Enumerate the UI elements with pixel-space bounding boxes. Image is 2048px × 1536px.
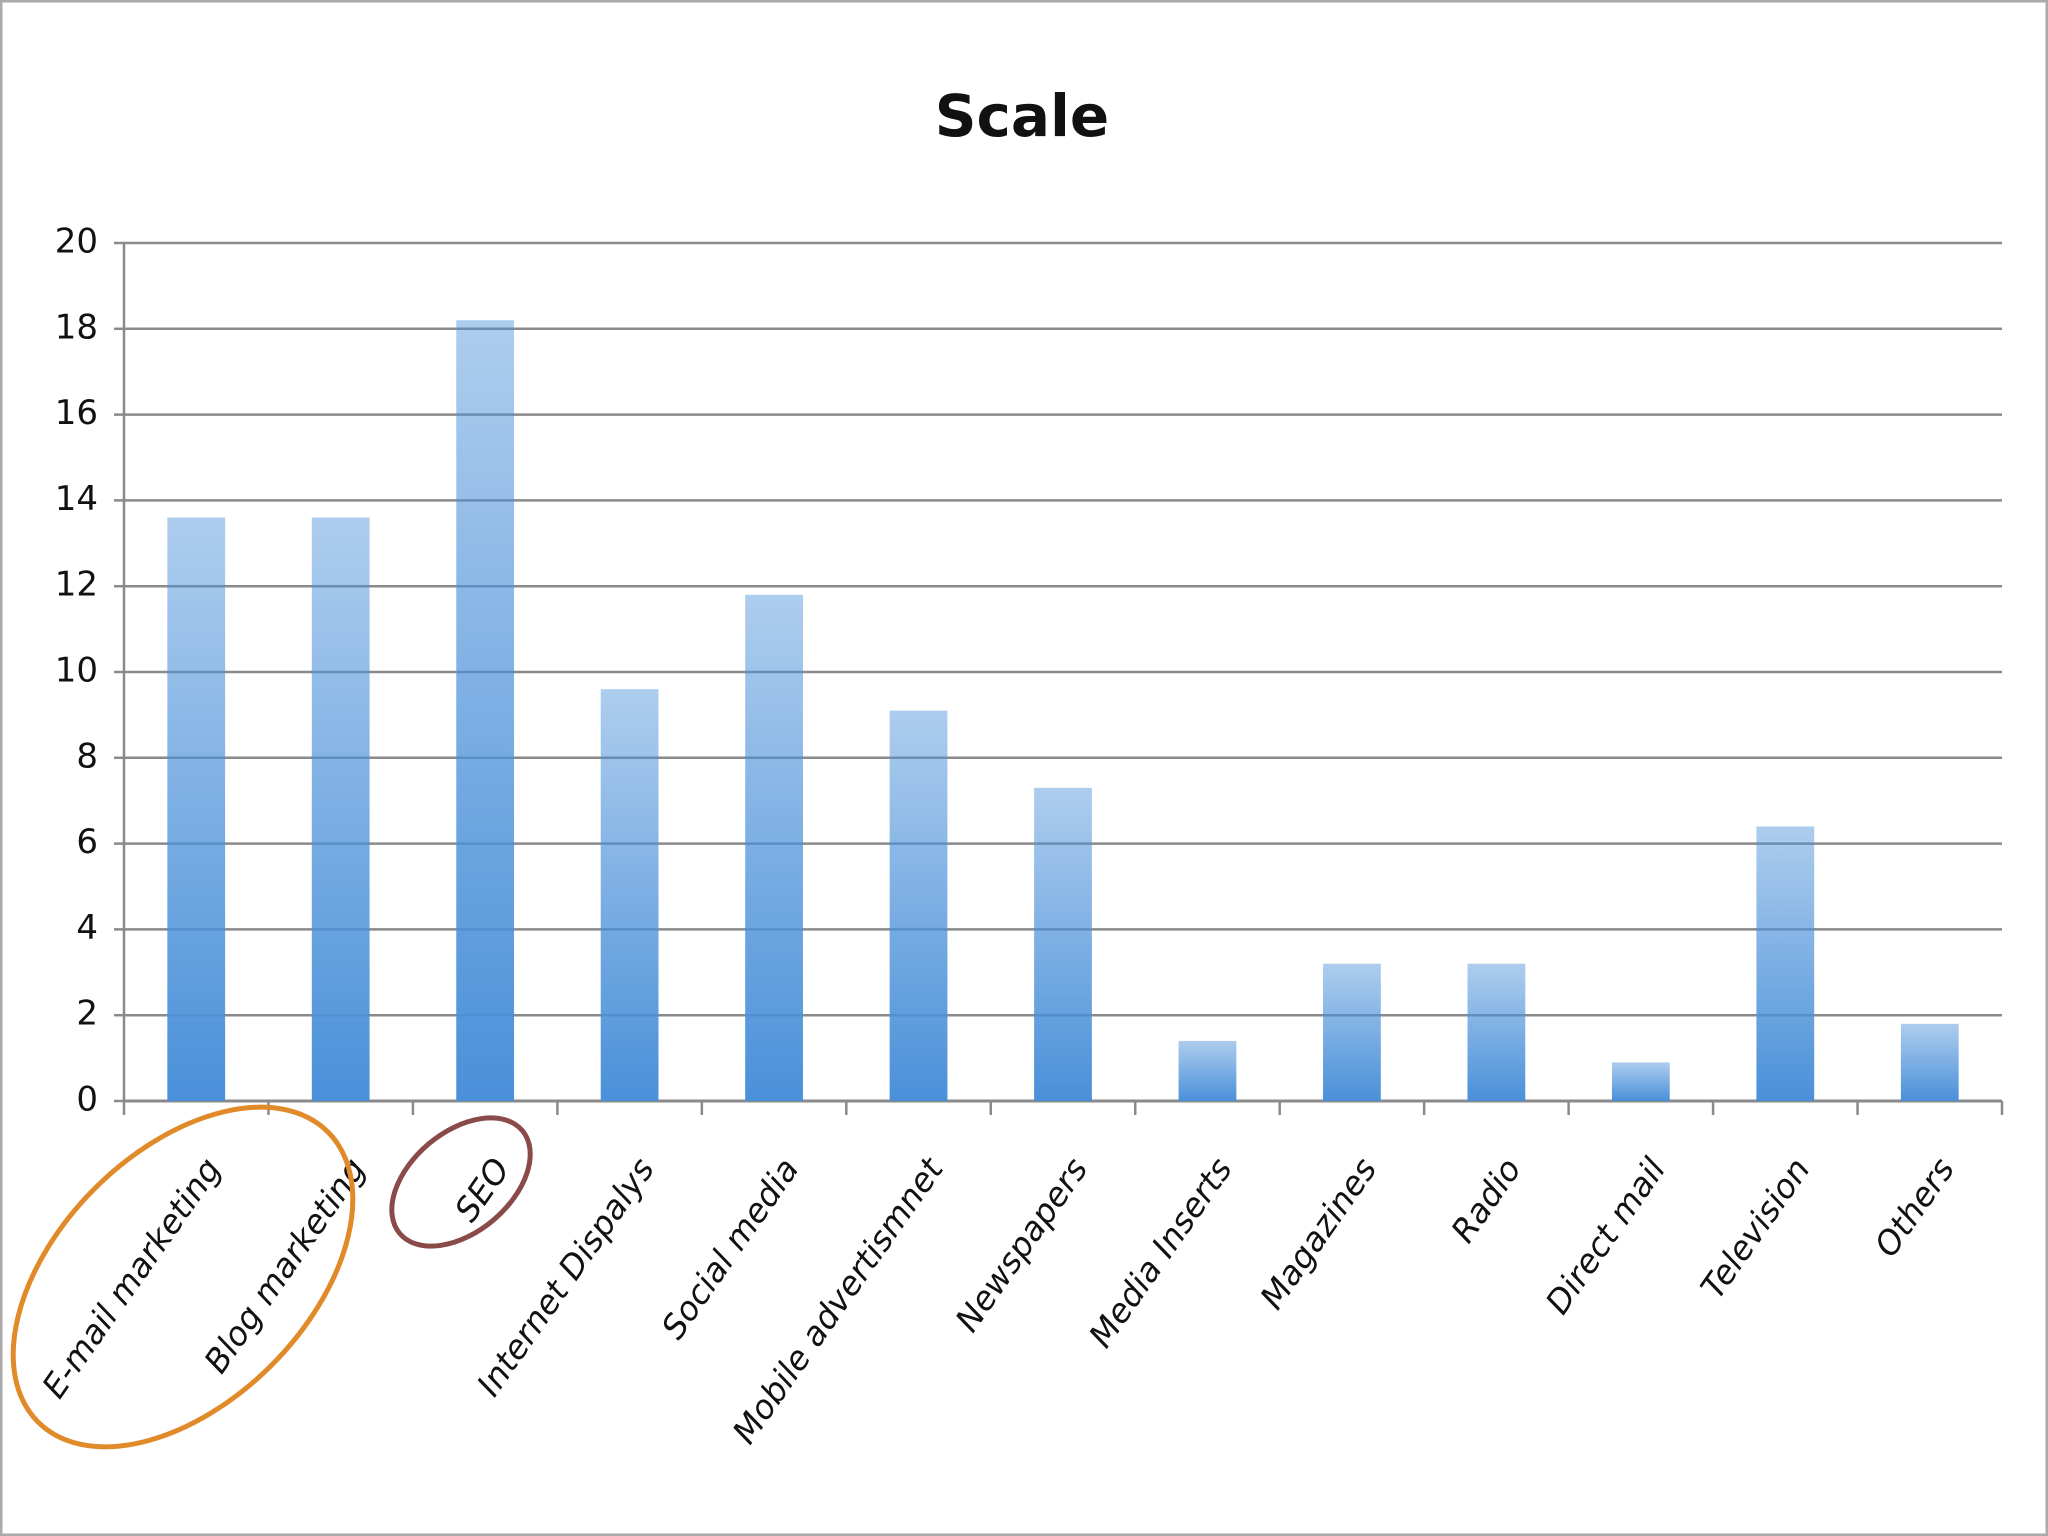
y-tick-label: 20 bbox=[55, 222, 98, 262]
chart-title: Scale bbox=[935, 82, 1110, 150]
bar bbox=[1756, 826, 1815, 1101]
y-tick-label: 0 bbox=[76, 1080, 98, 1120]
y-tick-label: 4 bbox=[76, 908, 98, 948]
y-tick-label: 16 bbox=[55, 393, 98, 433]
bar bbox=[889, 710, 948, 1101]
y-tick-label: 10 bbox=[55, 651, 98, 691]
bar bbox=[1178, 1040, 1237, 1101]
y-tick-label: 12 bbox=[55, 565, 98, 605]
bar bbox=[1900, 1023, 1959, 1101]
highlight-ellipse bbox=[10, 1104, 356, 1450]
y-tick-label: 14 bbox=[55, 479, 98, 519]
bar bbox=[1611, 1062, 1670, 1101]
y-tick-label: 6 bbox=[76, 822, 98, 862]
bar bbox=[167, 517, 226, 1101]
bar bbox=[600, 689, 659, 1101]
highlight-ellipse bbox=[389, 1115, 533, 1249]
y-tick-label: 2 bbox=[76, 994, 98, 1034]
bar bbox=[1034, 787, 1092, 1101]
bar bbox=[456, 320, 515, 1102]
y-tick-label: 8 bbox=[76, 736, 98, 776]
bar bbox=[745, 594, 803, 1101]
y-tick-label: 18 bbox=[55, 307, 98, 347]
bar bbox=[1323, 963, 1381, 1101]
bar bbox=[311, 517, 370, 1101]
bar bbox=[1467, 963, 1526, 1101]
